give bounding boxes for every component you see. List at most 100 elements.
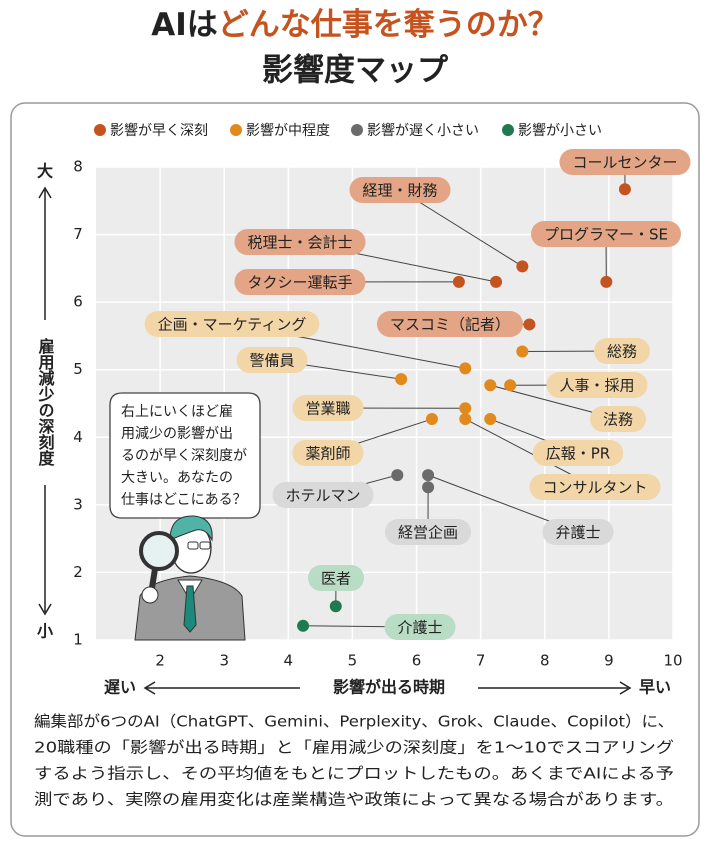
chart-title: AIはどんな仕事を奪うのか？: [151, 7, 559, 43]
y-label-bg: [33, 320, 57, 485]
point-label: 人事・採用: [559, 377, 634, 395]
point-label: マスコミ（記者）: [390, 316, 510, 334]
point: [425, 413, 438, 426]
point-label: 介護士: [397, 619, 442, 637]
y-tick-label: 3: [73, 495, 83, 513]
label-pill: [593, 338, 651, 364]
point: [618, 183, 631, 196]
x-low: 遅い: [104, 678, 136, 697]
legend-marker: [230, 124, 242, 136]
y-high-bg: [35, 160, 55, 184]
point: [484, 413, 497, 426]
point: [516, 260, 529, 273]
point: [452, 275, 465, 288]
x-high: 早い: [639, 678, 671, 697]
point: [600, 275, 613, 288]
annotation-line: 用減少の影響が出: [121, 425, 233, 442]
x-tick-label: 6: [412, 652, 422, 670]
y-high: 大: [37, 162, 53, 181]
label-pill: [376, 311, 524, 337]
legend-label: 影響が小さい: [518, 122, 602, 139]
legend-label: 影響が遅く小さい: [367, 122, 479, 139]
point: [504, 379, 517, 392]
point-label: 経営企画: [398, 524, 458, 542]
y-tick-label: 2: [73, 563, 83, 581]
point: [484, 379, 497, 392]
point-label: 警備員: [249, 352, 294, 370]
label-pill: [292, 395, 364, 421]
y-low: 小: [37, 622, 53, 641]
points: [297, 183, 631, 632]
point-label: 医者: [321, 570, 351, 588]
y-tick-label: 1: [73, 631, 83, 649]
label-pill: [272, 482, 374, 508]
label-pill: [589, 406, 647, 432]
y-tick-label: 6: [73, 293, 83, 311]
point-label: タクシー運転手: [247, 274, 352, 292]
point: [523, 318, 536, 331]
label-pill: [529, 474, 661, 500]
point: [516, 345, 529, 358]
point-label: 法務: [603, 411, 633, 429]
y-tick-label: 8: [73, 158, 83, 176]
point-label: コールセンター: [572, 154, 677, 172]
x-arrow-heads: [143, 681, 632, 695]
label-pill: [542, 519, 614, 545]
x-tick-label: 8: [540, 652, 550, 670]
legend-marker: [94, 124, 106, 136]
x-tick-label: 9: [604, 652, 614, 670]
point: [490, 275, 503, 288]
point-label: プログラマー・SE: [544, 226, 668, 244]
note-line: 編集部が6つのAI（ChatGPT、Gemini、Perplexity、Grok…: [34, 713, 674, 731]
annotation: 右上にいくほど雇用減少の影響が出るのが早く深刻度が大きい。あなたの仕事はどこにあ…: [121, 403, 247, 508]
legend-marker: [502, 124, 514, 136]
title-lead: AIは: [151, 7, 218, 43]
annotation-line: 大きい。あなたの: [121, 470, 233, 486]
legend: 影響が早く深刻 影響が中程度 影響が遅く小さい 影響が小さい: [94, 122, 602, 139]
point-label: 広報・PR: [546, 445, 610, 463]
y-arrow-heads: [38, 186, 52, 616]
point: [395, 373, 408, 386]
point-label: 総務: [607, 343, 637, 361]
label-pill: [531, 221, 681, 247]
subtitle: 影響度マップ: [262, 53, 449, 89]
y-tick-label: 7: [73, 225, 83, 243]
point-label: ホテルマン: [285, 487, 360, 505]
label-pill: [532, 440, 624, 466]
y-tick-label: 4: [73, 428, 83, 446]
point-label: コンサルタント: [542, 479, 647, 497]
annotation-line: 右上にいくほど雇: [121, 403, 233, 420]
y-tick-label: 5: [73, 360, 83, 378]
label-pill: [559, 149, 691, 175]
label-pill: [307, 565, 365, 591]
note-line: するよう指示し、その平均値をもとにプロットしたもの。あくまでAIによる予: [34, 765, 674, 783]
label-pill: [144, 311, 320, 337]
x-tick-label: 5: [348, 652, 358, 670]
x-tick-label: 7: [476, 652, 486, 670]
x-tick-label: 4: [284, 652, 294, 670]
point: [422, 469, 435, 482]
x-tick-label: 2: [155, 652, 165, 670]
label-pill: [234, 229, 366, 255]
note: 編集部が6つのAI（ChatGPT、Gemini、Perplexity、Grok…: [34, 713, 674, 809]
point-label: 営業職: [305, 400, 350, 418]
label-pill: [384, 519, 472, 545]
point: [422, 481, 435, 494]
legend-marker: [351, 124, 363, 136]
point-label: 弁護士: [555, 524, 600, 542]
x-axis-label: 影響が出る時期: [333, 678, 445, 697]
annotation-line: るのが早く深刻度が: [121, 448, 247, 464]
point: [459, 362, 472, 375]
label-pill: [546, 372, 648, 398]
title-highlight: どんな仕事を奪うのか？: [218, 7, 559, 43]
label-pill: [349, 177, 451, 203]
point-label: 経理・財務: [362, 182, 437, 200]
label-pill: [236, 347, 308, 373]
label-pill: [384, 614, 456, 640]
character: [134, 515, 246, 641]
point-label: 企画・マーケティング: [158, 316, 307, 334]
annotation-line: 仕事はどこにある？: [121, 492, 247, 508]
label-pill: [234, 269, 366, 295]
point: [297, 619, 310, 632]
